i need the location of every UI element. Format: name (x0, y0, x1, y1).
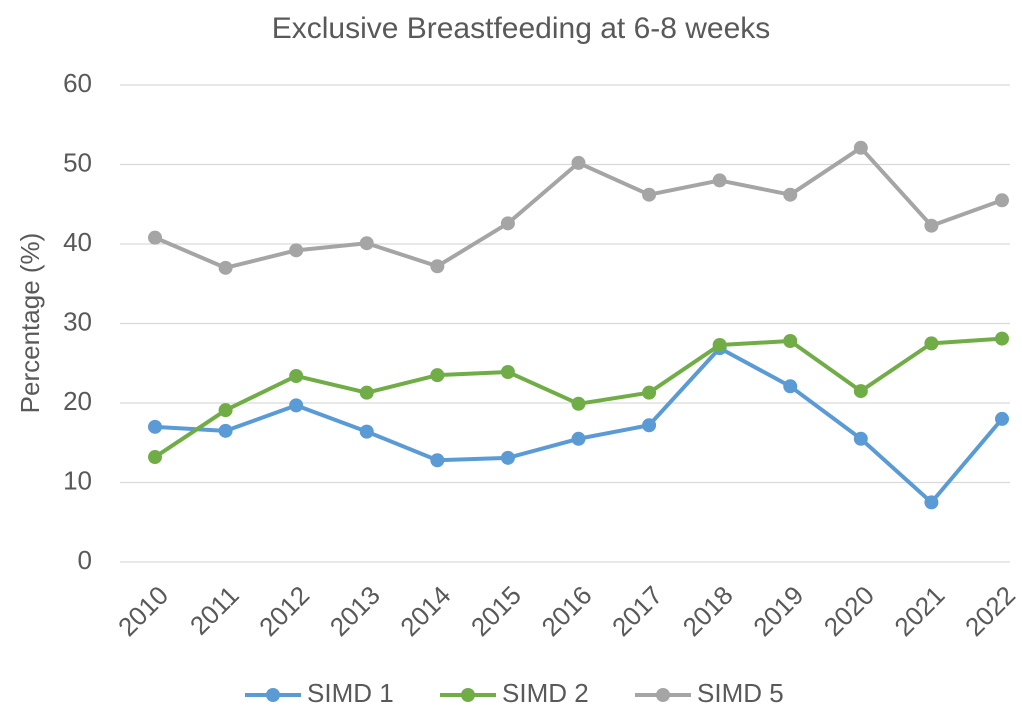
data-point (853, 431, 868, 446)
series-line (154, 346, 1004, 505)
y-tick-label: 20 (63, 386, 92, 416)
data-point (712, 337, 727, 352)
data-point (500, 364, 515, 379)
y-tick-label: 60 (63, 68, 92, 98)
data-point (359, 236, 374, 251)
data-point (148, 419, 162, 434)
x-tick-label: 2020 (818, 580, 880, 642)
x-tick-label: 2012 (253, 580, 315, 642)
data-point (642, 187, 657, 202)
data-point (430, 259, 445, 274)
x-tick-label: 2013 (324, 580, 386, 642)
x-tick-label: 2015 (465, 580, 527, 642)
data-point (642, 385, 657, 400)
data-point (148, 450, 162, 465)
data-point (783, 379, 798, 394)
data-point (712, 173, 727, 188)
data-point (853, 140, 868, 155)
chart-title: Exclusive Breastfeeding at 6-8 weeks (272, 12, 771, 45)
y-tick-label: 50 (63, 147, 92, 177)
data-point (924, 218, 939, 233)
x-tick-label: 2014 (394, 580, 456, 642)
x-tick-label: 2018 (677, 580, 739, 642)
data-point (783, 333, 798, 348)
x-tick-label: 2010 (112, 580, 174, 642)
data-point (148, 230, 162, 245)
data-point (430, 368, 445, 383)
data-point (500, 450, 515, 465)
y-tick-label: 40 (63, 227, 92, 257)
data-point (500, 216, 515, 231)
data-point (359, 424, 374, 439)
x-tick-label: 2011 (184, 580, 245, 641)
x-tick-label: 2019 (747, 580, 809, 642)
data-point (924, 495, 939, 510)
y-tick-label: 0 (78, 545, 92, 575)
data-point (289, 368, 304, 383)
data-point (571, 155, 586, 170)
data-point (853, 384, 868, 399)
data-point (218, 423, 233, 438)
data-point (430, 453, 445, 468)
data-point (571, 431, 586, 446)
data-point (289, 398, 304, 413)
y-tick-label: 10 (63, 465, 92, 495)
x-tick-label: 2016 (535, 580, 597, 642)
legend-label: SIMD 5 (697, 678, 784, 708)
legend-marker (656, 688, 670, 702)
legend-marker (266, 688, 280, 702)
data-point (924, 336, 939, 351)
data-point (642, 418, 657, 433)
y-axis-label: Percentage (%) (15, 233, 45, 414)
data-point (995, 193, 1009, 208)
x-tick-label: 2022 (959, 580, 1021, 642)
legend-label: SIMD 2 (502, 678, 589, 708)
legend-label: SIMD 1 (307, 678, 394, 708)
legend-marker (461, 688, 475, 702)
data-point (289, 243, 304, 258)
y-tick-label: 30 (63, 306, 92, 336)
x-tick-label: 2021 (888, 580, 950, 642)
data-point (218, 403, 233, 418)
data-point (995, 411, 1009, 426)
data-point (571, 396, 586, 411)
data-point (218, 260, 233, 275)
data-point (783, 187, 798, 202)
data-point (995, 331, 1009, 346)
x-tick-label: 2017 (606, 580, 668, 642)
data-point (359, 385, 374, 400)
